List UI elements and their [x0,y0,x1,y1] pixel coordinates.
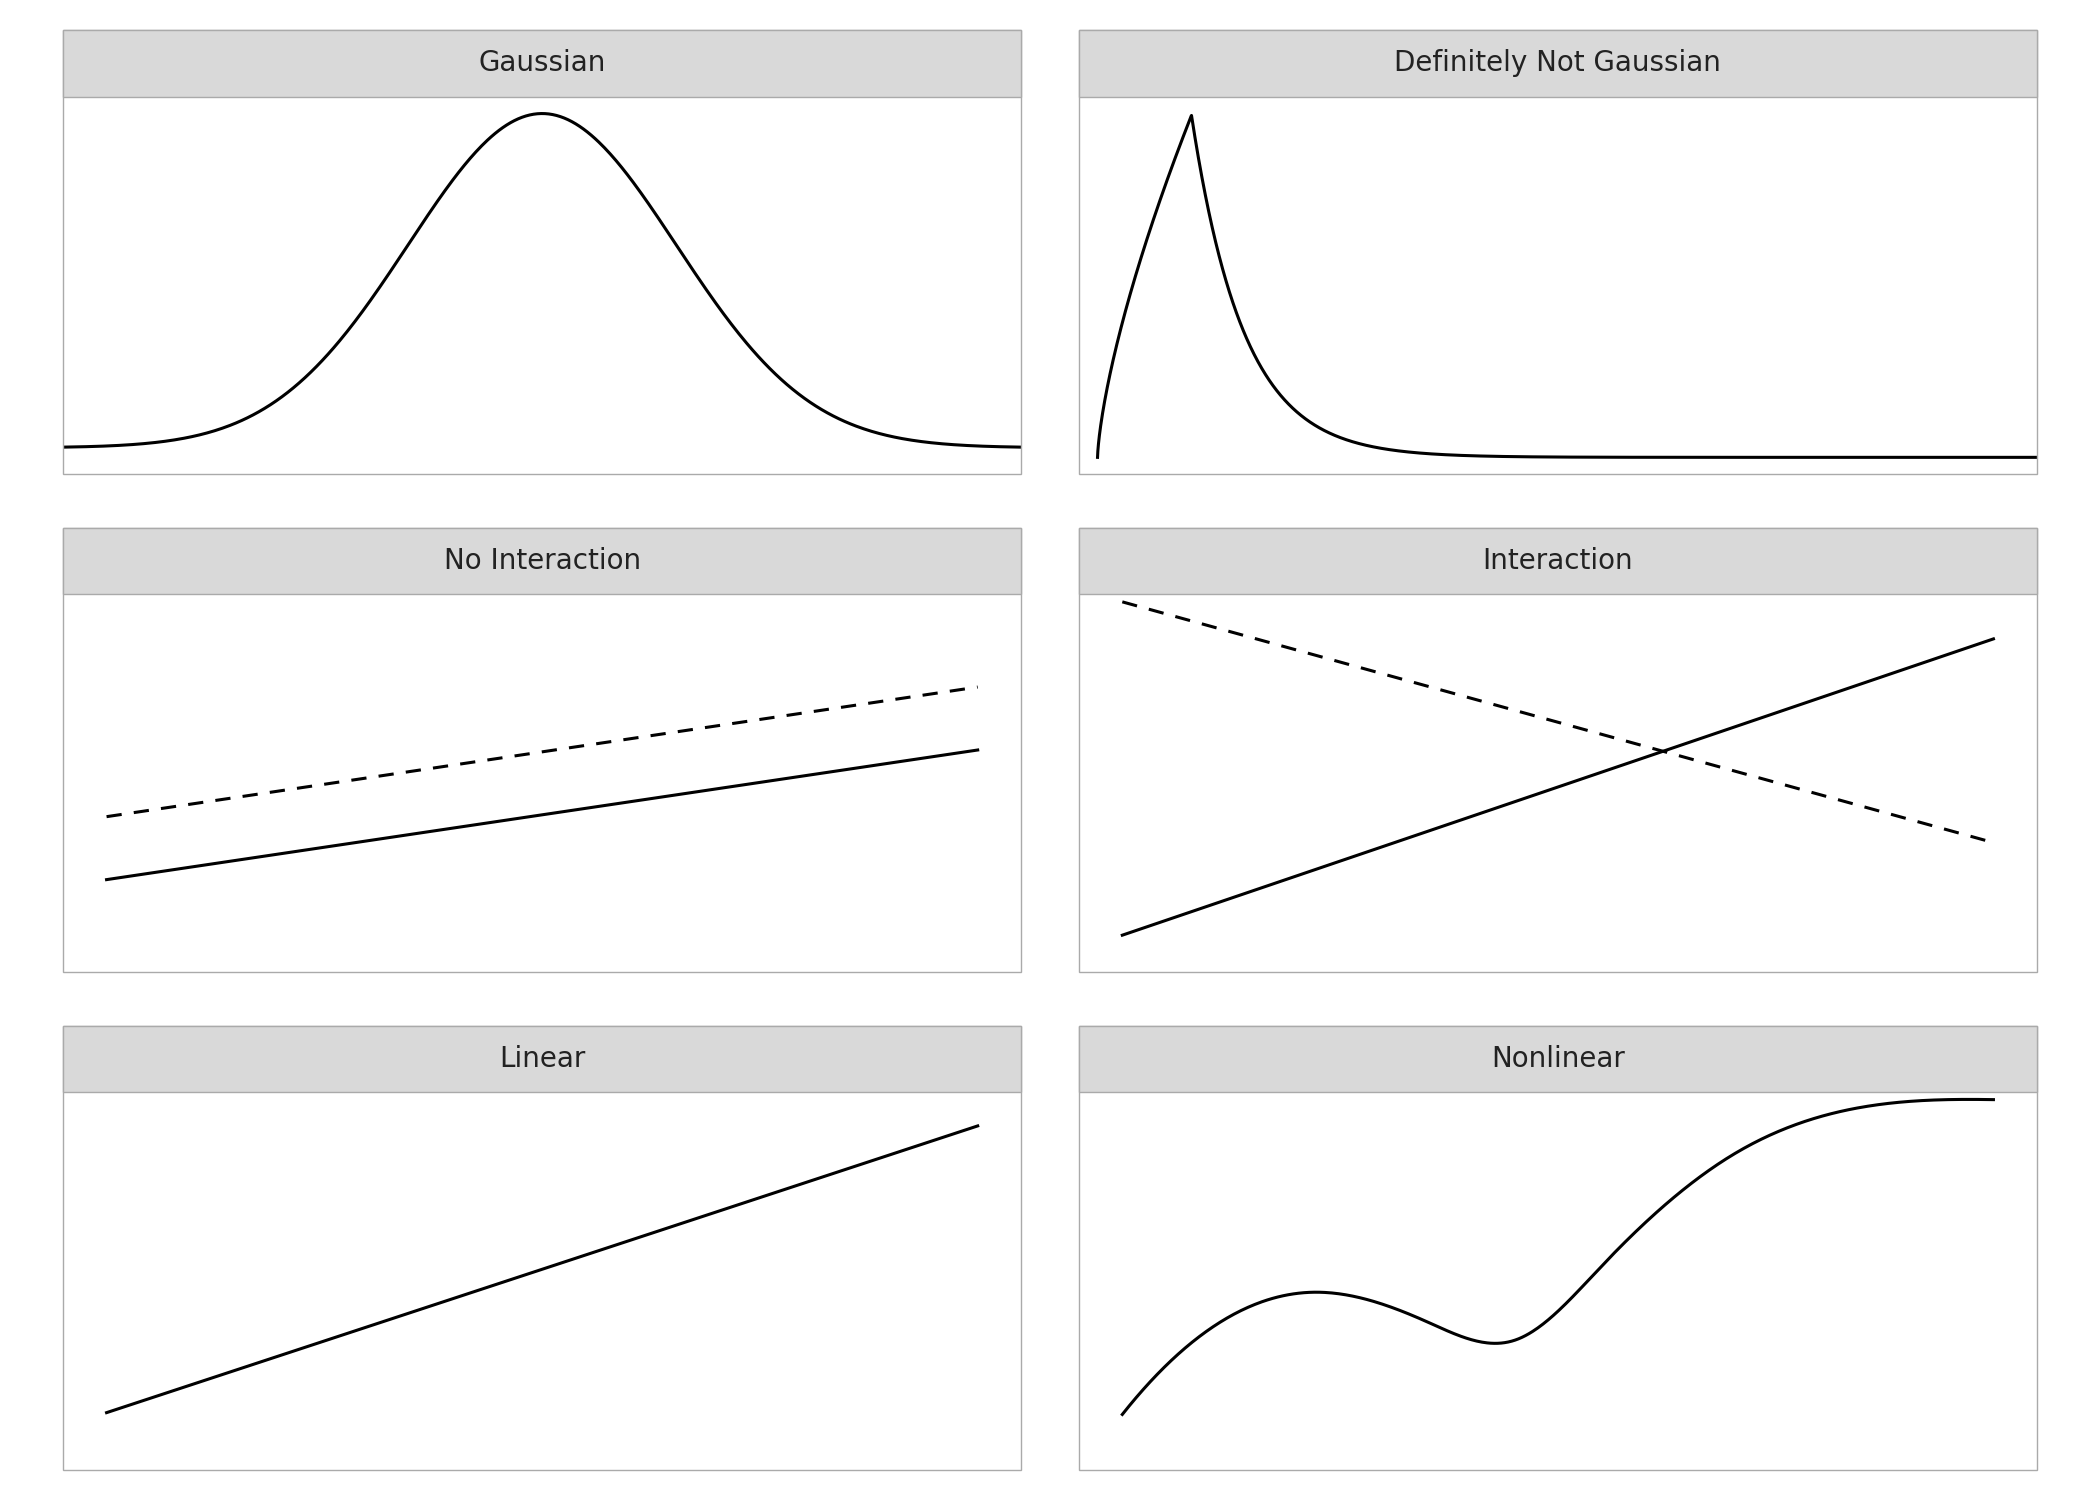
Text: Gaussian: Gaussian [479,50,605,78]
Text: No Interaction: No Interaction [443,548,640,574]
Text: Interaction: Interaction [1483,548,1634,574]
FancyBboxPatch shape [1079,528,2037,594]
Text: Definitely Not Gaussian: Definitely Not Gaussian [1394,50,1722,78]
Text: Nonlinear: Nonlinear [1491,1046,1625,1072]
Text: Linear: Linear [500,1046,586,1072]
FancyBboxPatch shape [63,30,1021,96]
FancyBboxPatch shape [63,528,1021,594]
FancyBboxPatch shape [1079,30,2037,96]
FancyBboxPatch shape [1079,1026,2037,1092]
FancyBboxPatch shape [63,1026,1021,1092]
